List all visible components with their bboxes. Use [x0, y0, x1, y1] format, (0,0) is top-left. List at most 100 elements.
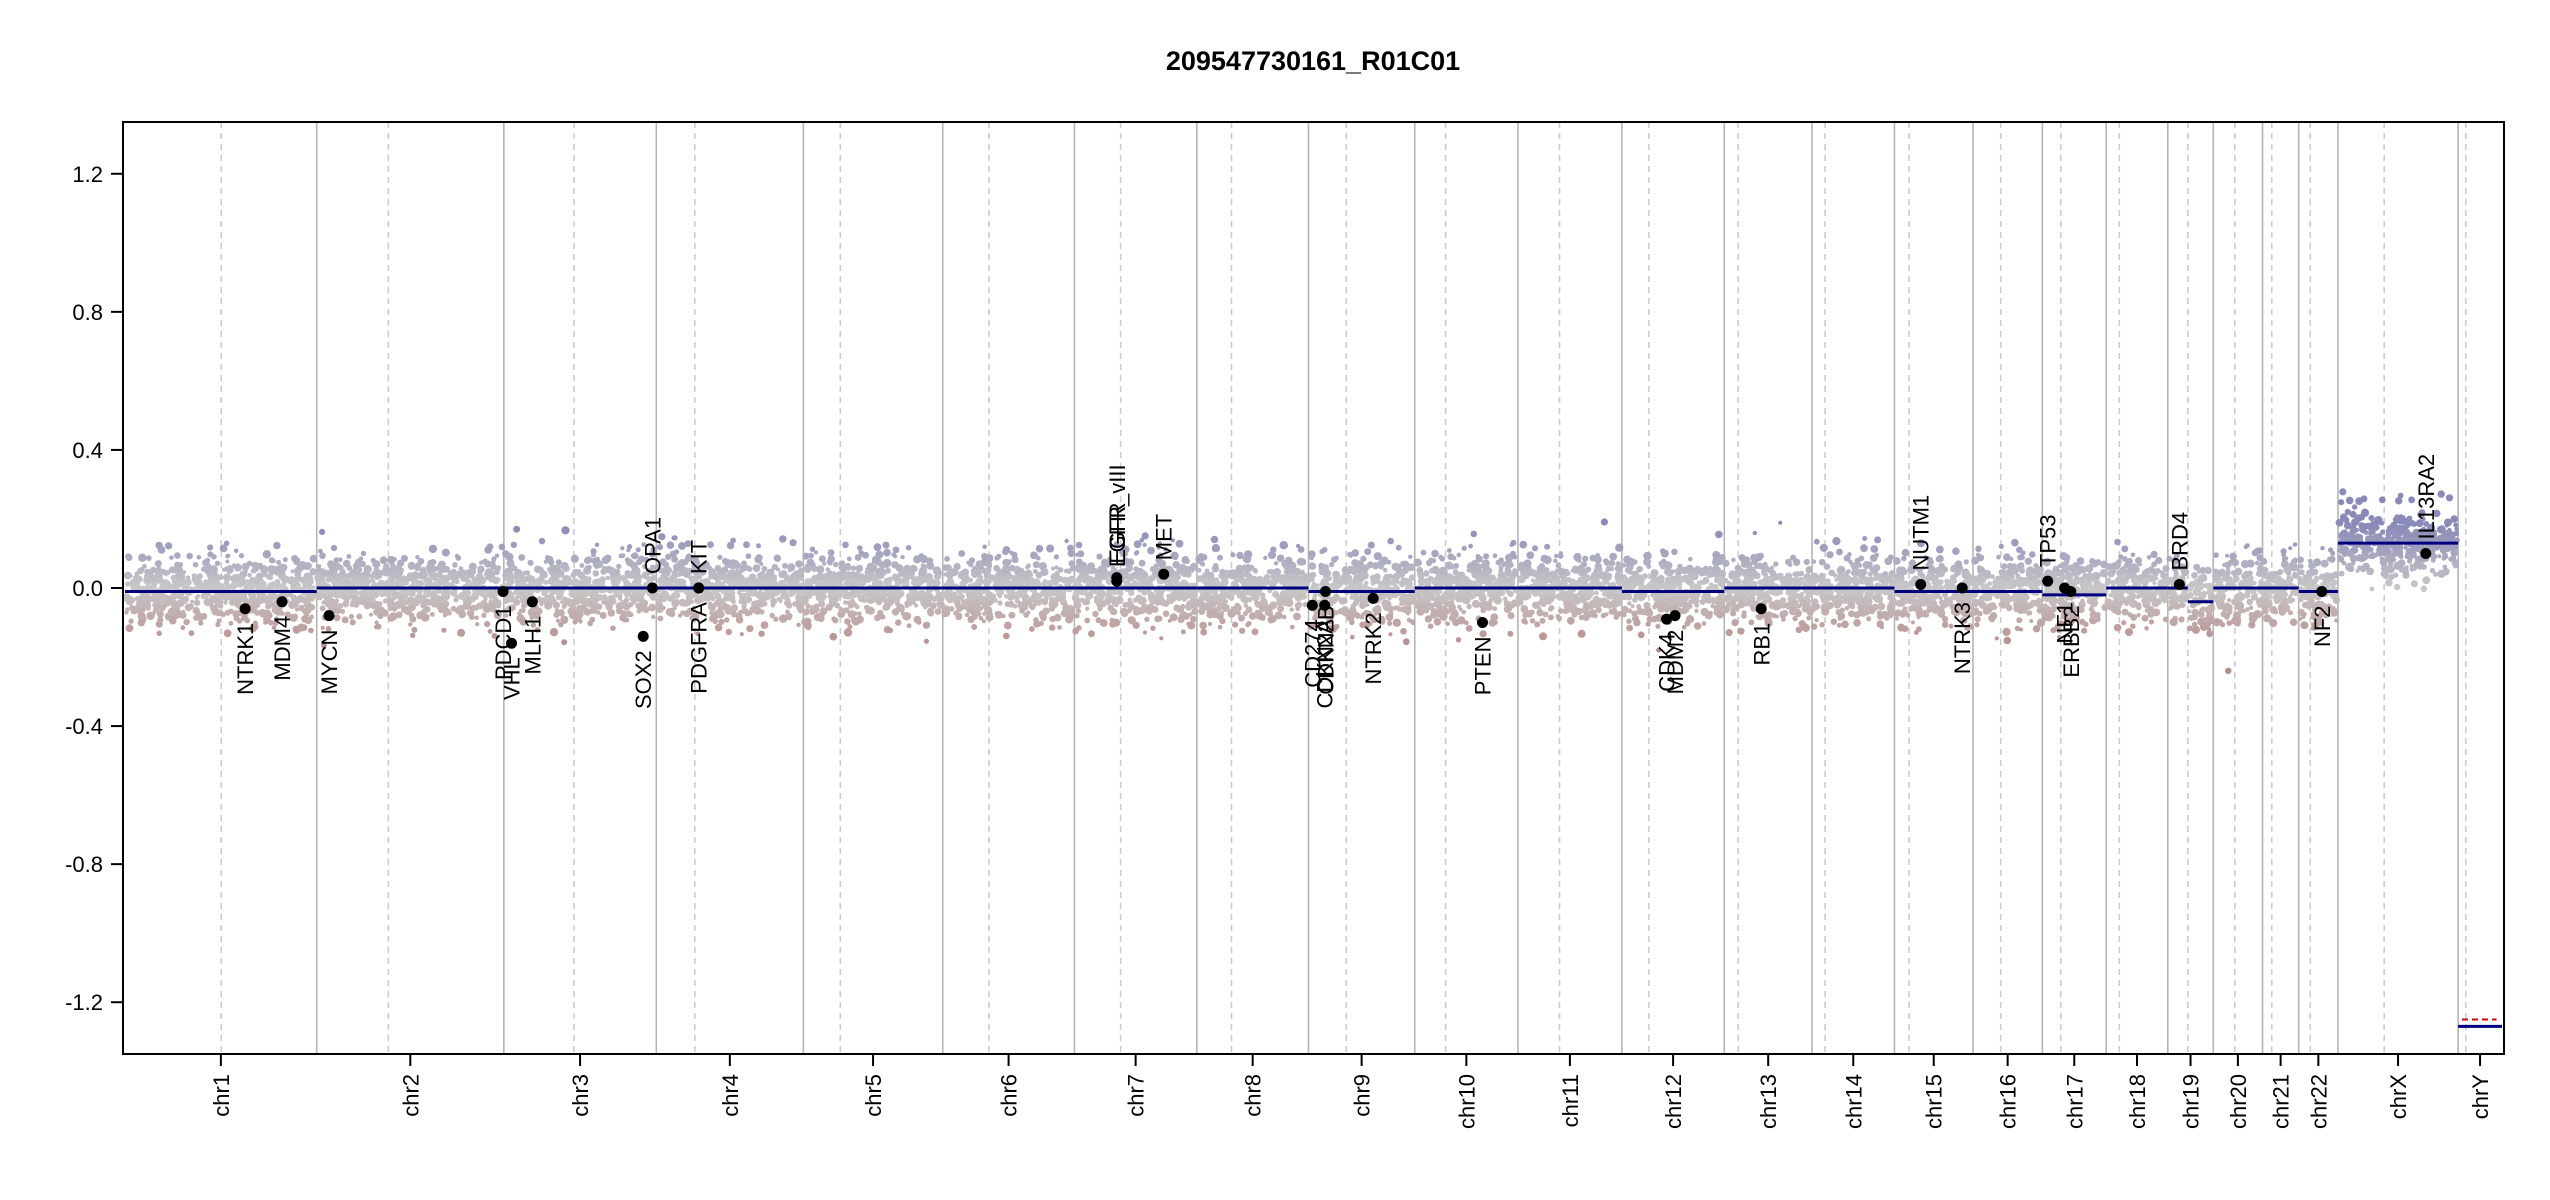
probe-point [1102, 567, 1108, 573]
probe-point [829, 575, 838, 584]
probe-point [192, 577, 197, 582]
probe-point [275, 565, 280, 570]
probe-point [1450, 564, 1456, 570]
probe-point [1542, 611, 1549, 618]
probe-point [1387, 537, 1394, 545]
probe-point [284, 611, 292, 618]
probe-point [484, 574, 491, 581]
probe-point [1197, 577, 1203, 583]
probe-point [195, 612, 203, 619]
probe-point [279, 584, 286, 592]
probe-point [395, 611, 403, 619]
probe-point [341, 616, 349, 624]
probe-point [438, 605, 446, 613]
probe-point [254, 602, 261, 609]
probe-point [234, 566, 240, 572]
probe-point [729, 562, 737, 570]
probe-point [633, 569, 641, 577]
probe-point [1577, 629, 1586, 638]
probe-point [627, 544, 633, 550]
probe-point [238, 577, 246, 586]
probe-point [985, 554, 994, 563]
probe-point [1284, 556, 1293, 565]
probe-point [157, 616, 164, 623]
probe-point [610, 625, 616, 631]
probe-point [407, 561, 416, 570]
probe-point [725, 628, 732, 636]
probe-point [739, 594, 744, 600]
probe-point [1546, 596, 1554, 604]
probe-point [877, 567, 884, 573]
probe-point [1457, 604, 1462, 610]
probe-point [713, 601, 718, 607]
probe-point [1216, 612, 1224, 620]
probe-point [330, 544, 338, 552]
probe-point [605, 575, 611, 581]
probe-point [1252, 590, 1261, 599]
probe-point [1240, 616, 1245, 621]
probe-point [621, 610, 627, 616]
probe-point [746, 625, 754, 633]
probe-point [514, 574, 523, 583]
probe-point [1398, 596, 1404, 602]
probe-point [1066, 582, 1071, 587]
probe-point [1350, 634, 1355, 640]
probe-point [1150, 606, 1157, 613]
probe-point [779, 614, 788, 623]
probe-point [317, 567, 322, 572]
probe-point [1335, 583, 1342, 589]
probe-point [958, 550, 966, 557]
probe-point [1530, 569, 1539, 578]
probe-point [498, 543, 506, 551]
probe-point [919, 589, 926, 596]
probe-point [945, 564, 952, 571]
probe-point [1565, 570, 1571, 577]
probe-point [795, 560, 803, 568]
probe-point [1594, 555, 1602, 564]
probe-point [845, 578, 851, 584]
probe-point [997, 575, 1004, 582]
probe-point [583, 608, 591, 616]
probe-point [870, 590, 877, 598]
probe-point [802, 608, 810, 616]
probe-point [624, 570, 631, 577]
probe-point [1156, 615, 1163, 622]
probe-point [1029, 626, 1035, 632]
probe-point [1217, 554, 1223, 561]
probe-point [1111, 618, 1121, 627]
probe-point [590, 590, 599, 599]
probe-point [477, 569, 483, 575]
probe-point [386, 600, 396, 609]
probe-point [297, 623, 306, 632]
probe-point [609, 598, 617, 605]
probe-point [913, 555, 922, 564]
probe-point [534, 627, 541, 633]
probe-point [978, 575, 984, 580]
probe-point [642, 563, 648, 570]
probe-point [752, 564, 761, 572]
probe-point [1420, 604, 1428, 612]
probe-point [124, 610, 129, 615]
probe-point [895, 619, 902, 626]
probe-point [353, 602, 360, 608]
probe-point [1334, 576, 1343, 584]
probe-point [290, 594, 298, 602]
probe-point [1598, 600, 1605, 607]
probe-point [353, 561, 362, 571]
probe-point [1308, 562, 1317, 570]
probe-point [424, 581, 429, 587]
probe-point [746, 566, 753, 572]
probe-point [608, 609, 614, 615]
probe-point [1046, 544, 1055, 553]
probe-point [1180, 629, 1186, 635]
probe-point [223, 600, 228, 605]
probe-point [1447, 580, 1453, 585]
probe-point [1260, 595, 1266, 601]
probe-point [400, 605, 409, 614]
probe-point [1418, 574, 1424, 580]
probe-point [1066, 576, 1071, 582]
probe-point [648, 603, 656, 612]
probe-point [892, 590, 899, 597]
probe-point [1066, 568, 1072, 574]
probe-point [586, 598, 592, 604]
